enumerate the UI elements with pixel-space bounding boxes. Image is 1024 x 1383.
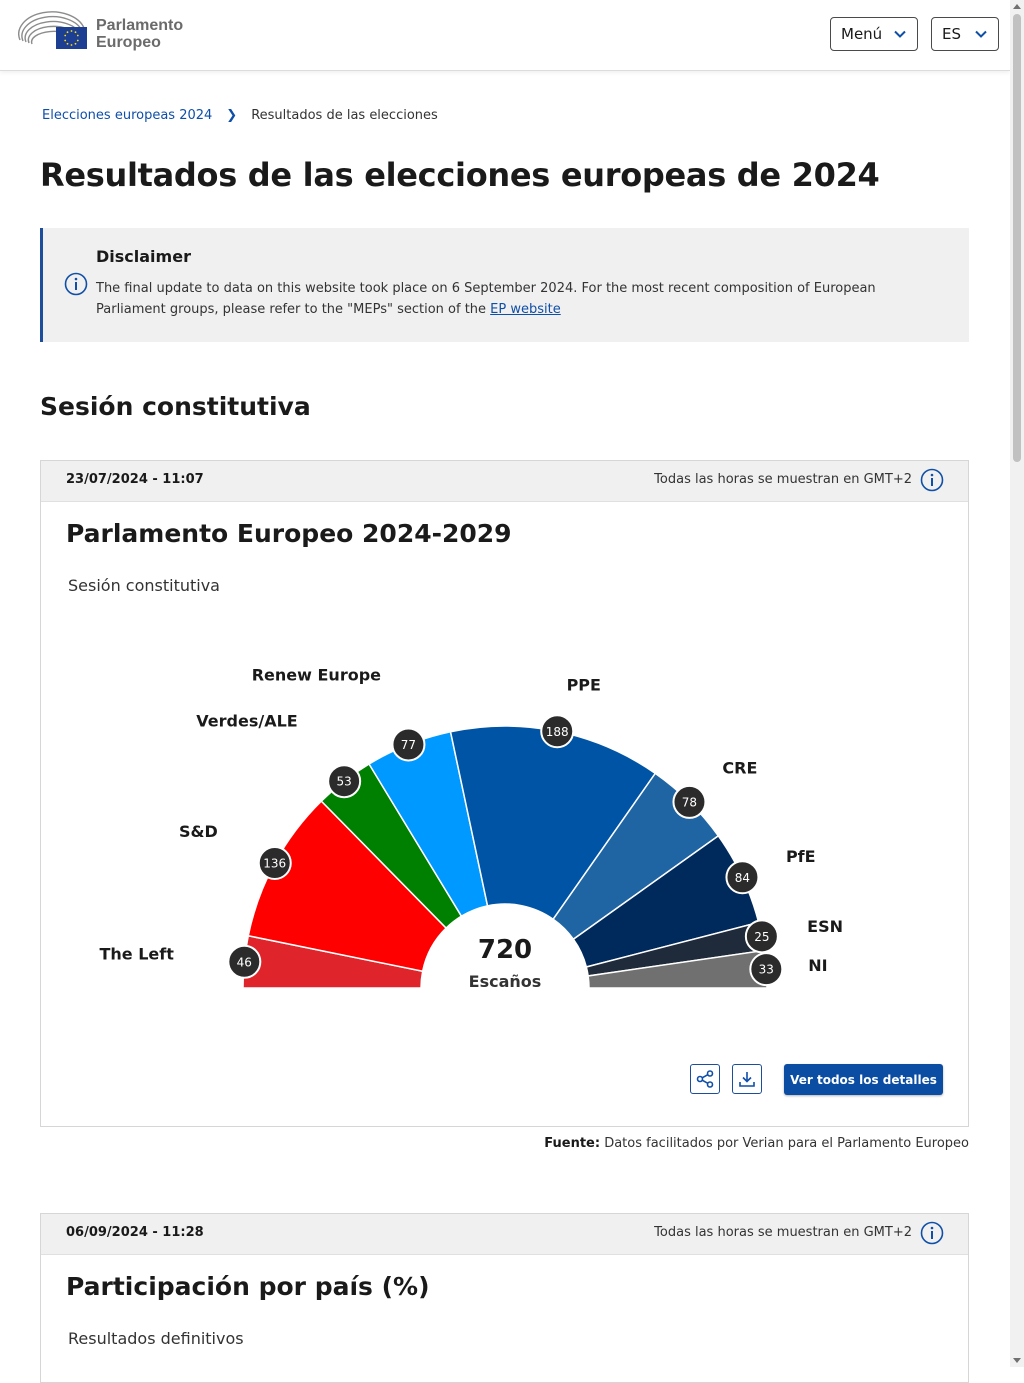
disclaimer-text-block: The final update to data on this website… bbox=[96, 278, 936, 320]
seat-count-label: 78 bbox=[682, 795, 697, 809]
disclaimer-box: Disclaimer The final update to data on t… bbox=[40, 228, 969, 342]
card-title: Parlamento Europeo 2024-2029 bbox=[66, 519, 512, 548]
seats-total-label: Escaños bbox=[469, 972, 542, 991]
info-icon bbox=[64, 272, 88, 296]
site-header: Parlamento Europeo Menú ES bbox=[0, 0, 1010, 71]
badge-circle bbox=[327, 764, 362, 799]
seat-count-label: 136 bbox=[263, 856, 286, 870]
card-title: Participación por país (%) bbox=[66, 1272, 430, 1301]
seat-count-label: 188 bbox=[546, 725, 569, 739]
party-name-label: Renew Europe bbox=[252, 665, 381, 684]
disclaimer-title: Disclaimer bbox=[96, 247, 191, 266]
seat-count-badge: 84 bbox=[725, 860, 760, 895]
badge-circle bbox=[227, 944, 262, 979]
breadcrumb-link[interactable]: Elecciones europeas 2024 bbox=[42, 108, 213, 123]
menu-button[interactable]: Menú bbox=[830, 17, 918, 51]
badge-circle bbox=[672, 784, 707, 819]
card-subtitle: Resultados definitivos bbox=[68, 1329, 244, 1348]
party-name-label: S&D bbox=[179, 822, 218, 841]
seat-count-badge: 53 bbox=[327, 764, 362, 799]
source-text: Datos facilitados por Verian para el Par… bbox=[604, 1136, 969, 1151]
timezone-note: Todas las horas se muestran en GMT+2 bbox=[654, 1225, 912, 1240]
timezone-note: Todas las horas se muestran en GMT+2 bbox=[654, 472, 912, 487]
download-icon bbox=[739, 1072, 755, 1087]
turnout-card: 06/09/2024 - 11:28 Todas las horas se mu… bbox=[40, 1213, 969, 1383]
badge-circle bbox=[257, 845, 292, 880]
seat-count-label: 53 bbox=[337, 775, 352, 789]
seat-count-badge: 33 bbox=[749, 952, 784, 987]
share-icon bbox=[696, 1070, 714, 1088]
card-header: 23/07/2024 - 11:07 Todas las horas se mu… bbox=[41, 461, 968, 502]
chevron-right-icon: ❯ bbox=[226, 108, 238, 123]
scroll-thumb[interactable] bbox=[1013, 14, 1021, 462]
ep-logo[interactable]: Parlamento Europeo bbox=[18, 10, 198, 56]
party-name-label: PfE bbox=[786, 847, 816, 866]
logo-text: Parlamento Europeo bbox=[96, 17, 183, 51]
download-button[interactable] bbox=[732, 1064, 762, 1094]
logo-line-1: Parlamento bbox=[96, 17, 184, 34]
seat-count-badge: 46 bbox=[227, 944, 262, 979]
badge-circle bbox=[744, 919, 779, 954]
page-title: Resultados de las elecciones europeas de… bbox=[40, 156, 880, 194]
seat-count-label: 77 bbox=[401, 738, 416, 752]
scroll-down-arrow-icon[interactable] bbox=[1013, 1358, 1021, 1363]
seat-wedge-ppe[interactable] bbox=[449, 725, 657, 921]
breadcrumb: Elecciones europeas 2024 ❯ Resultados de… bbox=[42, 108, 438, 123]
source-note: Fuente: Datos facilitados por Verian par… bbox=[544, 1136, 969, 1151]
hemicycle-logo-icon bbox=[18, 11, 87, 49]
card-timestamp: 23/07/2024 - 11:07 bbox=[66, 472, 204, 487]
language-selector[interactable]: ES bbox=[931, 17, 999, 51]
party-name-label: PPE bbox=[567, 675, 601, 694]
section-title: Sesión constitutiva bbox=[40, 392, 311, 421]
menu-label: Menú bbox=[841, 25, 883, 43]
seat-count-label: 33 bbox=[759, 963, 774, 977]
info-icon[interactable] bbox=[920, 468, 944, 492]
party-name-label: Verdes/ALE bbox=[196, 712, 297, 731]
scroll-up-arrow-icon[interactable] bbox=[1013, 4, 1021, 9]
seat-count-badge: 136 bbox=[257, 845, 292, 880]
card-timestamp: 06/09/2024 - 11:28 bbox=[66, 1225, 204, 1240]
chevron-down-icon bbox=[894, 30, 906, 38]
hemicycle-chart: 46 The Left 136 S&D 53 Verdes/ALE 77 Renew Euro… bbox=[99, 665, 843, 991]
parliament-results-card: 23/07/2024 - 11:07 Todas las horas se mu… bbox=[40, 460, 969, 1127]
seat-count-label: 46 bbox=[237, 955, 252, 969]
seat-count-badge: 25 bbox=[744, 919, 779, 954]
info-icon[interactable] bbox=[920, 1221, 944, 1245]
source-label: Fuente: bbox=[544, 1136, 601, 1151]
party-name-label: CRE bbox=[722, 759, 757, 778]
chevron-down-icon bbox=[975, 30, 987, 38]
language-label: ES bbox=[942, 25, 961, 43]
seats-total: 720 bbox=[478, 935, 532, 965]
card-header: 06/09/2024 - 11:28 Todas las horas se mu… bbox=[41, 1214, 968, 1255]
badge-circle bbox=[725, 860, 760, 895]
party-name-label: NI bbox=[808, 956, 827, 975]
ep-website-link[interactable]: EP website bbox=[490, 302, 561, 317]
party-name-label: The Left bbox=[99, 945, 174, 964]
badge-circle bbox=[749, 952, 784, 987]
breadcrumb-current: Resultados de las elecciones bbox=[251, 108, 438, 123]
party-name-label: ESN bbox=[807, 917, 843, 936]
scrollbar[interactable] bbox=[1010, 0, 1024, 1367]
card-subtitle: Sesión constitutiva bbox=[68, 576, 220, 595]
seat-count-badge: 188 bbox=[540, 714, 575, 749]
disclaimer-text: The final update to data on this website… bbox=[96, 281, 876, 317]
badge-circle bbox=[540, 714, 575, 749]
seat-count-label: 84 bbox=[735, 871, 750, 885]
badge-circle bbox=[391, 727, 426, 762]
seat-count-badge: 78 bbox=[672, 784, 707, 819]
seat-count-badge: 77 bbox=[391, 727, 426, 762]
view-all-details-button[interactable]: Ver todos los detalles bbox=[784, 1064, 943, 1095]
logo-line-2: Europeo bbox=[96, 34, 161, 51]
seat-wedge-s-d[interactable] bbox=[247, 800, 448, 973]
share-button[interactable] bbox=[690, 1064, 720, 1094]
seat-count-label: 25 bbox=[754, 930, 769, 944]
